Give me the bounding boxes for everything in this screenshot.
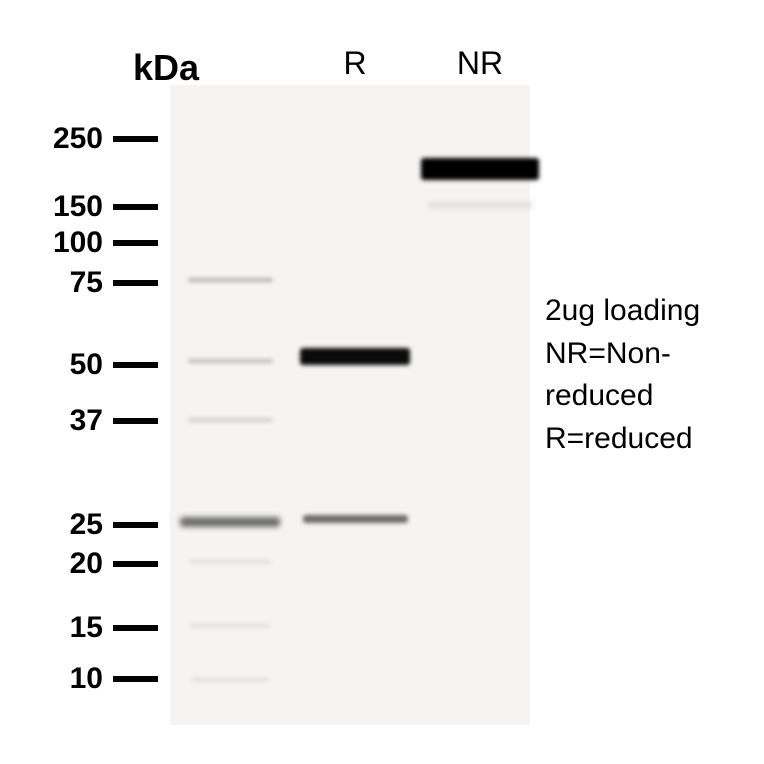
annotation-line: R=reduced	[545, 418, 700, 461]
ladder-label: 20	[70, 547, 103, 581]
ladder-tick	[113, 561, 158, 567]
gel-band	[300, 348, 410, 365]
ladder-label: 100	[53, 226, 103, 260]
gel-band	[190, 624, 270, 627]
unit-label: kDa	[133, 47, 199, 89]
gel-band	[180, 517, 280, 527]
ladder-tick	[113, 676, 158, 682]
gel-band	[428, 203, 533, 207]
gel-band	[303, 515, 408, 523]
gel-band	[191, 678, 269, 681]
gel-band	[188, 418, 273, 422]
ladder-tick	[113, 280, 158, 286]
ladder-tick	[113, 418, 158, 424]
ladder-label: 15	[70, 611, 103, 645]
lane-header: R	[315, 45, 395, 82]
ladder-label: 10	[70, 662, 103, 696]
ladder-tick	[113, 362, 158, 368]
annotation-line: reduced	[545, 375, 700, 418]
ladder-label: 150	[53, 190, 103, 224]
ladder-tick	[113, 204, 158, 210]
ladder-tick	[113, 240, 158, 246]
ladder-label: 50	[70, 348, 103, 382]
ladder-label: 75	[70, 266, 103, 300]
lane-header: NR	[440, 45, 520, 82]
annotation-line: NR=Non-	[545, 333, 700, 376]
gel-band	[421, 158, 539, 180]
gel-area	[170, 85, 530, 725]
gel-figure: kDa 250 150100 75 50 37 25 20 15 10 R NR 2ug load…	[0, 0, 764, 764]
ladder-tick	[113, 522, 158, 528]
annotation-line: 2ug loading	[545, 290, 700, 333]
gel-band	[188, 359, 273, 363]
ladder-tick	[113, 136, 158, 142]
ladder-label: 250	[53, 122, 103, 156]
gel-band	[189, 560, 271, 563]
gel-band	[188, 278, 273, 282]
ladder-label: 25	[70, 508, 103, 542]
ladder-label: 37	[70, 404, 103, 438]
ladder-tick	[113, 625, 158, 631]
annotation-text: 2ug loadingNR=Non-reducedR=reduced	[545, 290, 700, 460]
